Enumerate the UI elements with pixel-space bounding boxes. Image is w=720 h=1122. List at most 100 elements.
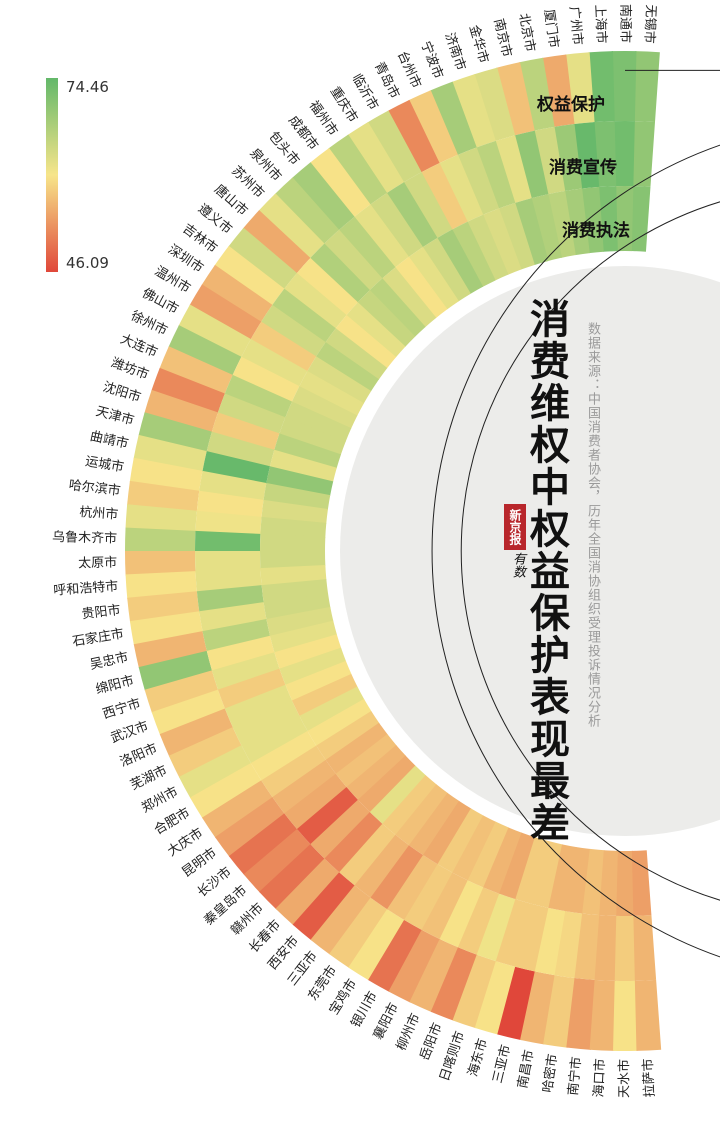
heatmap-cell-2-39 — [199, 602, 267, 633]
heatmap-cell-1-40 — [133, 631, 208, 669]
heatmap-cell-2-59 — [421, 872, 469, 940]
heatmap-cell-2-68 — [594, 915, 618, 981]
city-label: 厦门市 — [541, 8, 562, 49]
heatmap-cell-2-67 — [574, 913, 601, 980]
heatmap-cell-3-35 — [259, 533, 326, 552]
heatmap-cell-1-13 — [367, 110, 422, 183]
city-label: 南京市 — [490, 17, 515, 59]
heatmap-cell-2-49 — [272, 759, 337, 815]
heatmap-cell-3-59 — [452, 815, 497, 881]
heatmap-cell-1-53 — [275, 858, 341, 926]
heatmap-cell-2-34 — [195, 510, 262, 535]
heatmap-cell-1-61 — [430, 947, 478, 1021]
heatmap-cell-1-15 — [328, 134, 388, 206]
heatmap-cell-3-16 — [394, 256, 448, 319]
heatmap-cell-3-11 — [466, 214, 509, 281]
city-label: 海口市 — [591, 1058, 609, 1098]
heatmap-cell-2-48 — [261, 745, 327, 799]
heatmap-cell-1-11 — [408, 90, 458, 164]
heatmap-cell-1-43 — [151, 689, 226, 736]
heatmap-cell-2-10 — [456, 147, 500, 216]
heatmap-cell-3-64 — [531, 841, 563, 909]
heatmap-cell-2-1 — [632, 121, 655, 187]
heatmap-cell-2-55 — [354, 834, 410, 899]
heatmap-cell-1-5 — [541, 54, 575, 127]
heatmap-cell-3-60 — [467, 821, 510, 888]
heatmap-cell-2-13 — [403, 172, 453, 239]
heatmap-cell-1-55 — [310, 885, 372, 955]
heatmap-cell-2-7 — [514, 130, 549, 199]
heatmap-cell-3-61 — [483, 827, 523, 894]
heatmap-cell-1-48 — [202, 780, 274, 839]
city-label: 呼和浩特市 — [53, 578, 119, 599]
heatmap-cell-1-50 — [228, 813, 298, 876]
heatmap-cell-3-34 — [260, 516, 327, 538]
heatmap-cell-2-26 — [232, 356, 300, 403]
city-label: 洛阳市 — [118, 740, 160, 770]
legend-min-label: 46.09 — [66, 254, 109, 272]
heatmap-cell-2-3 — [593, 121, 617, 187]
ring-label-2: 消费宣传 — [549, 157, 617, 178]
heatmap-cell-2-43 — [217, 668, 286, 710]
data-source: 数据来源：中国消费者协会，历年全国消协组织受理投诉情况分析 — [585, 322, 600, 728]
city-label: 吴忠市 — [88, 649, 130, 673]
city-label: 宁波市 — [417, 39, 446, 81]
city-label: 岳阳市 — [416, 1020, 445, 1062]
heatmap-cell-1-44 — [159, 708, 234, 757]
heatmap-cell-1-23 — [201, 264, 273, 323]
city-label: 天水市 — [616, 1059, 632, 1098]
ring-label-1: 权益保护 — [536, 94, 605, 115]
heatmap-cell-1-59 — [388, 929, 441, 1003]
heatmap-cell-2-17 — [338, 216, 396, 279]
heatmap-cell-2-8 — [494, 135, 532, 204]
heatmap-cell-2-16 — [353, 204, 409, 268]
heatmap-cell-2-27 — [224, 374, 292, 419]
city-label: 北京市 — [515, 12, 538, 53]
city-label: 运城市 — [84, 453, 125, 475]
heatmap-cell-1-2 — [611, 51, 637, 122]
city-label: 天津市 — [94, 403, 136, 428]
heatmap-cell-2-6 — [533, 126, 566, 195]
heatmap-cell-1-29 — [144, 389, 218, 433]
heatmap-cell-1-68 — [589, 979, 616, 1051]
heatmap-cell-2-53 — [324, 812, 384, 874]
heatmap-cell-3-36 — [260, 551, 326, 570]
heatmap-cell-1-30 — [138, 412, 212, 453]
city-label: 武汉市 — [109, 718, 151, 746]
heatmap-cell-1-21 — [228, 227, 297, 290]
heatmap-cell-2-22 — [271, 288, 336, 343]
heatmap-cell-3-14 — [422, 237, 471, 302]
heatmap-cell-1-24 — [189, 284, 262, 340]
heatmap-cell-2-66 — [554, 911, 584, 979]
heatmap-cell-1-14 — [347, 122, 405, 194]
heatmap-cell-1-37 — [125, 571, 197, 600]
heatmap-cell-2-15 — [369, 192, 424, 258]
city-label: 三亚市 — [489, 1043, 514, 1085]
city-label: 西宁市 — [101, 695, 143, 722]
center-disc — [340, 266, 720, 836]
heatmap-cell-1-56 — [329, 897, 388, 969]
heatmap-cell-1-17 — [291, 162, 355, 231]
heatmap-cell-1-19 — [258, 193, 325, 259]
city-label: 南宁市 — [565, 1056, 585, 1096]
heatmap-cell-3-40 — [266, 606, 334, 637]
heatmap-cell-1-41 — [138, 650, 213, 692]
city-label: 潍坊市 — [109, 355, 151, 383]
heatmap-cell-3-8 — [514, 198, 549, 266]
heatmap-cell-3-22 — [325, 328, 388, 380]
heatmap-cell-3-65 — [548, 844, 577, 912]
heatmap-cell-2-62 — [476, 893, 517, 962]
heatmap-cell-3-48 — [316, 710, 380, 761]
heatmap-cell-2-19 — [309, 243, 370, 303]
heatmap-cell-1-27 — [159, 346, 233, 395]
city-label: 哈密市 — [540, 1053, 561, 1094]
heatmap-cell-3-2 — [615, 186, 634, 252]
heatmap-cell-1-70 — [634, 979, 662, 1051]
heatmap-cell-2-9 — [475, 140, 516, 209]
heatmap-cell-1-47 — [190, 763, 262, 819]
heatmap-cell-2-50 — [284, 773, 348, 830]
heatmap-cell-1-10 — [429, 81, 477, 156]
heatmap-cell-3-3 — [598, 186, 618, 252]
heatmap-cell-3-19 — [357, 289, 416, 348]
city-label: 绵阳市 — [94, 672, 136, 697]
